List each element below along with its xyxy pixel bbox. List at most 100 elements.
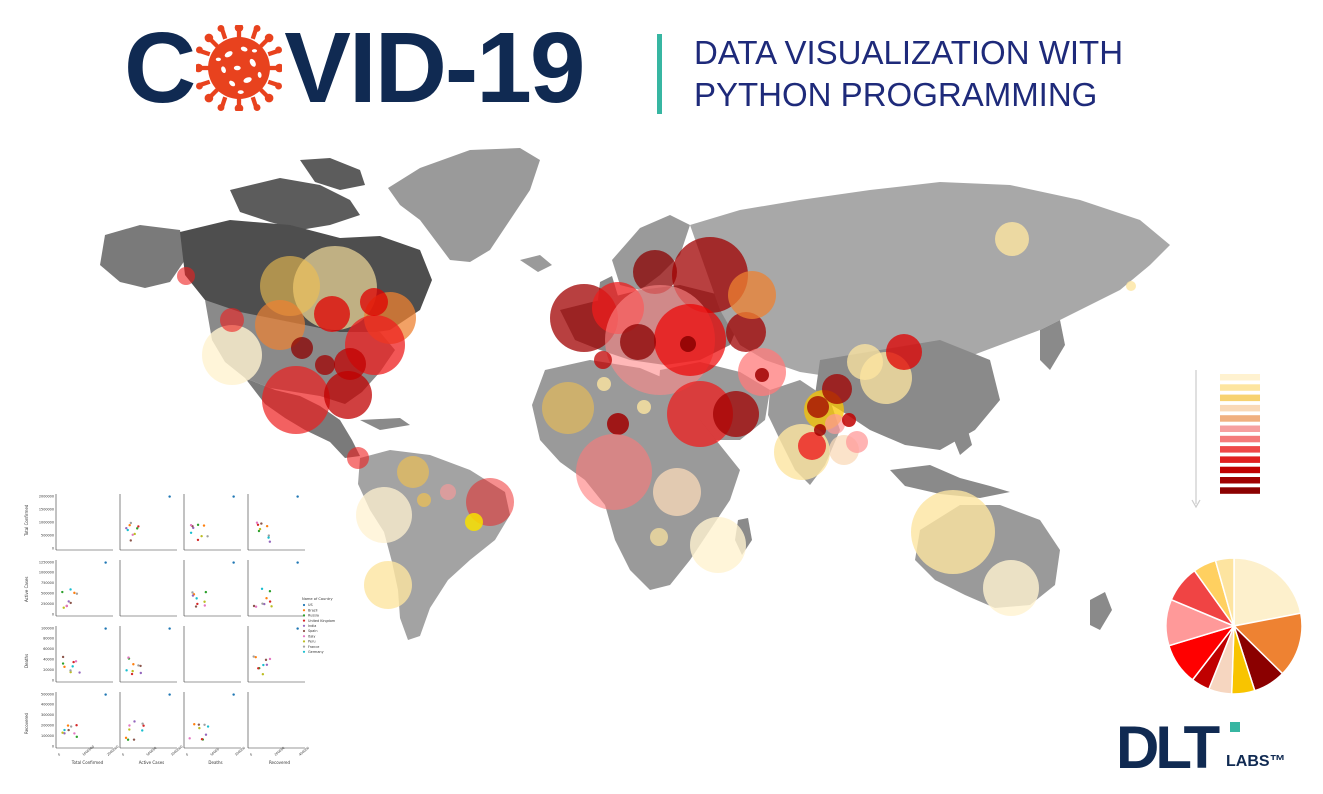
pair-legend-label: Germany — [308, 650, 324, 654]
pair-point — [258, 527, 262, 531]
title-divider — [657, 34, 662, 114]
pair-point — [129, 521, 133, 525]
pair-point — [132, 663, 135, 666]
pair-y-tick: 0 — [52, 744, 54, 748]
pair-point — [69, 588, 72, 591]
pair-col-label: Total Confirmed — [71, 760, 104, 765]
pair-point — [104, 627, 107, 630]
pair-x-tick: 400000 — [298, 746, 310, 757]
pair-point — [69, 601, 72, 605]
pair-point — [203, 600, 206, 603]
pair-row-label: Total Confirmed — [24, 504, 29, 537]
scale-arrow-head — [1191, 499, 1201, 509]
pair-point — [200, 737, 204, 741]
pair-legend-label: Spain — [308, 629, 317, 633]
pair-legend-marker — [302, 629, 306, 633]
pair-point — [261, 673, 265, 676]
pair-point — [257, 529, 261, 533]
pair-point — [128, 524, 131, 527]
pair-x-tick: 1000000 — [82, 745, 95, 757]
pair-point — [260, 522, 263, 525]
pair-point — [197, 723, 201, 726]
pair-col-label: Deaths — [208, 760, 222, 765]
pair-point — [61, 662, 65, 665]
pair-legend-label: Italy — [308, 634, 315, 638]
pair-point — [137, 664, 140, 667]
pair-y-tick: 2000000 — [39, 494, 54, 498]
logo-accent-square — [1230, 722, 1240, 732]
pair-point — [128, 724, 131, 727]
pair-point — [254, 605, 258, 608]
pair-x-tick: 500000 — [146, 746, 158, 757]
scale-swatch — [1220, 487, 1260, 494]
pair-point — [203, 604, 207, 607]
pair-point — [71, 665, 74, 668]
pair-legend-marker — [302, 650, 306, 653]
pair-legend-marker — [302, 635, 306, 638]
pair-point — [104, 561, 107, 564]
pair-point — [63, 732, 66, 735]
pair-point — [260, 587, 264, 591]
pair-y-tick: 1500000 — [39, 507, 54, 511]
pair-point — [67, 600, 70, 603]
scale-swatch — [1220, 446, 1260, 453]
pair-point — [232, 561, 235, 564]
pair-point — [254, 655, 257, 659]
pair-point — [195, 597, 198, 600]
pair-y-tick: 1000000 — [39, 520, 54, 524]
banner-title: C — [124, 12, 585, 124]
pair-point — [252, 655, 255, 658]
pair-point — [69, 669, 72, 672]
pair-point — [267, 536, 270, 539]
pair-point — [268, 657, 272, 661]
scale-swatch — [1220, 456, 1260, 463]
pair-legend-label: France — [308, 645, 319, 649]
pair-col-label: Recovered — [269, 760, 291, 765]
pair-point — [196, 602, 199, 606]
pair-point — [168, 627, 171, 630]
pair-point — [191, 591, 194, 594]
pair-point — [189, 531, 193, 534]
pair-point — [62, 606, 65, 609]
pair-point — [61, 731, 64, 734]
pair-point — [257, 667, 260, 670]
pair-point — [61, 655, 65, 659]
pair-legend-label: Russia — [308, 614, 319, 618]
pair-point — [74, 660, 78, 663]
pair-point — [127, 656, 130, 659]
pair-y-tick: 750000 — [41, 581, 54, 585]
case-bubbles — [177, 222, 1136, 616]
world-bubble-map — [100, 148, 1170, 640]
pair-point — [128, 728, 131, 731]
pair-y-tick: 500000 — [41, 533, 54, 537]
scale-swatch — [1220, 425, 1260, 432]
pair-row-label: Deaths — [24, 654, 29, 668]
pair-point — [141, 729, 144, 732]
pair-point — [204, 733, 208, 736]
pair-point — [196, 523, 200, 527]
pair-point — [137, 525, 140, 528]
pair-point — [132, 738, 136, 741]
pair-point — [168, 693, 171, 696]
pair-legend-marker — [302, 624, 306, 627]
logo-main-text: DLT — [1116, 714, 1220, 781]
pair-point — [188, 737, 191, 740]
pair-legend-marker — [302, 614, 306, 617]
pair-y-tick: 0 — [52, 678, 54, 682]
pair-point — [265, 596, 268, 600]
pair-legend-marker — [302, 645, 306, 648]
pie-slice — [1214, 557, 1235, 627]
pair-y-tick: 200000 — [41, 724, 54, 728]
pair-point — [129, 539, 132, 542]
title-text: VID-19 — [284, 12, 585, 124]
pair-y-tick: 300000 — [41, 713, 54, 717]
pair-y-tick: 100000 — [41, 734, 54, 738]
pair-point — [131, 533, 134, 536]
pair-y-tick: 1250000 — [39, 560, 54, 564]
pair-point — [232, 693, 235, 696]
pair-point — [196, 538, 200, 542]
pair-y-tick: 40000 — [43, 658, 54, 662]
pair-point — [193, 723, 196, 726]
pair-point — [125, 526, 128, 530]
pair-point — [126, 528, 129, 532]
